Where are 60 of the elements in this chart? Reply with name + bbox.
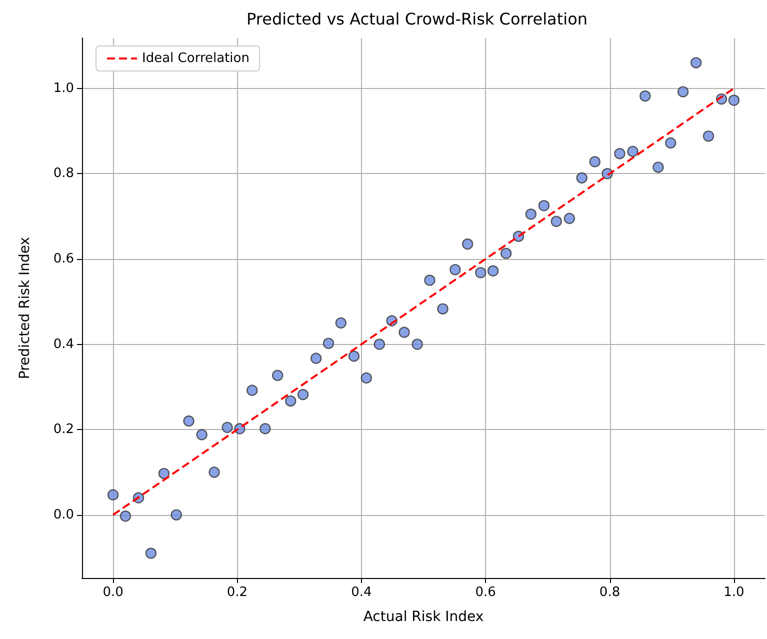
point [614,148,626,160]
point [158,468,170,480]
point [677,86,689,98]
point [652,162,664,173]
x-tick-label: 0.6 [475,585,496,600]
y-tick-label: 0.4 [53,336,74,352]
point [310,352,322,364]
point [589,156,600,168]
point [260,423,271,434]
point [183,415,194,427]
x-tick-label: 0.8 [599,585,620,600]
point [564,212,576,224]
point [360,372,372,384]
point [272,370,284,381]
point [297,388,309,400]
point [424,274,436,286]
y-tick-label: 0.2 [53,422,74,438]
y-tick-label: 1.0 [53,80,74,96]
point [374,338,386,350]
point [690,57,702,68]
point [107,489,119,500]
y-tick-label: 0.6 [53,251,74,266]
point [412,338,423,350]
point [500,248,512,259]
point [576,172,588,184]
y-tick-label: 0.0 [53,507,74,522]
point [450,264,461,276]
point [538,200,550,212]
point [728,94,740,106]
y-tick-label: 0.8 [53,166,74,182]
point [462,238,474,250]
point [208,466,220,478]
x-tick-label: 0.0 [102,585,124,600]
point [437,303,448,314]
point [640,90,651,102]
point [702,130,714,142]
y-axis-title: Predicted Risk Index [17,236,33,380]
x-tick-label: 0.4 [351,585,372,600]
point [525,208,537,220]
chart-title: Predicted vs Actual Crowd-Risk Correlation [246,10,588,28]
point [627,146,638,158]
point [322,338,334,349]
point [487,265,499,276]
x-axis-title: Actual Risk Index [363,609,484,625]
point [145,548,157,559]
point [335,317,347,329]
point [120,510,132,522]
point [475,267,486,278]
legend-label: Ideal Correlation [142,51,250,66]
point [246,384,258,396]
point [222,422,233,434]
point [285,395,296,407]
point [170,509,182,520]
point [550,216,562,228]
x-tick-label: 1.0 [724,585,744,600]
point [196,429,208,440]
x-tick-label: 0.2 [226,585,248,600]
point [398,326,410,338]
point [665,137,676,149]
point [348,350,360,362]
